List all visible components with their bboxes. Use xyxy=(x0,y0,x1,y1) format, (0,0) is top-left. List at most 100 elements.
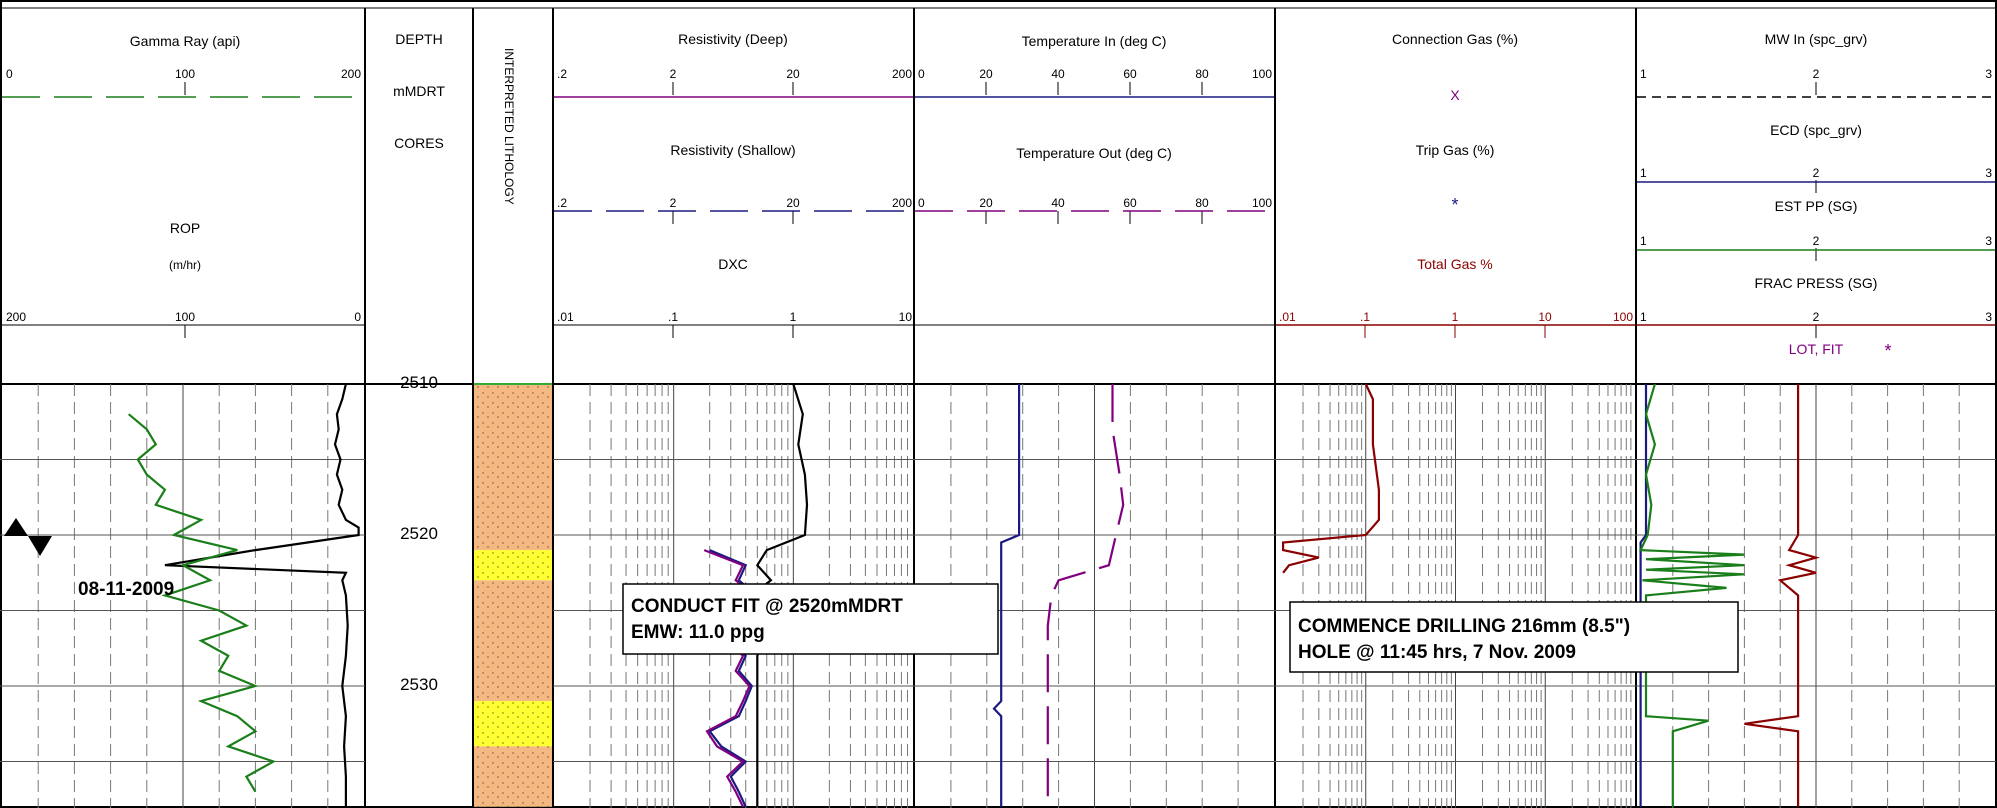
temp-in-tick-3: 60 xyxy=(1123,67,1137,81)
cores-title: CORES xyxy=(394,135,444,151)
series-rop xyxy=(164,383,360,807)
total-gas-tickmarks xyxy=(1364,325,1546,338)
ecd-tick-1: 2 xyxy=(1813,166,1820,180)
curve-layer xyxy=(127,383,1821,808)
rop-title: ROP xyxy=(170,220,200,236)
mud-header: MW In (spc_grv) 1 2 3 ECD (spc_grv) 1 2 … xyxy=(1637,31,1995,361)
total-gas-tick-2: 1 xyxy=(1452,310,1459,324)
conn-gas-title: Connection Gas (%) xyxy=(1392,31,1518,47)
resistivity-deep-title: Resistivity (Deep) xyxy=(678,31,788,47)
gamma-tick-mid: 100 xyxy=(175,67,195,81)
gas-header: Connection Gas (%) X Trip Gas (%) * Tota… xyxy=(1276,31,1635,338)
pp-tick-1: 2 xyxy=(1813,234,1820,248)
lithology-title: INTERPRETED LITHOLOGY xyxy=(502,48,516,205)
casing-shoe-markers xyxy=(4,518,52,556)
lot-title: LOT, FIT xyxy=(1789,341,1844,357)
frac-tick-2: 3 xyxy=(1985,310,1992,324)
series-gamma-ray xyxy=(127,413,277,793)
temp-in-tick-4: 80 xyxy=(1195,67,1209,81)
res-sh-tick-2: 20 xyxy=(786,196,800,210)
temp-in-tick-1: 20 xyxy=(979,67,993,81)
temp-out-tick-0: 0 xyxy=(918,196,925,210)
temp-in-tick-5: 100 xyxy=(1252,67,1272,81)
rop-unit: (m/hr) xyxy=(169,258,201,272)
depth-label-2510: 2510 xyxy=(400,373,438,392)
temp-out-tickmarks xyxy=(985,211,1203,224)
gamma-tick-max: 200 xyxy=(341,67,361,81)
depth-title: DEPTH xyxy=(395,31,442,47)
temp-in-tickmarks xyxy=(985,82,1203,95)
casing-shoe-up-icon xyxy=(4,518,28,536)
res-deep-tick-1: 2 xyxy=(670,67,677,81)
rop-tick-mid: 100 xyxy=(175,310,195,324)
depth-labels: 2510 2520 2530 xyxy=(400,373,438,694)
drill-annotation: COMMENCE DRILLING 216mm (8.5") HOLE @ 11… xyxy=(1289,601,1739,673)
series-temperature-out xyxy=(1046,384,1125,807)
gamma-title: Gamma Ray (api) xyxy=(130,33,240,49)
frac-tick-1: 2 xyxy=(1813,310,1820,324)
res-deep-tick-0: .2 xyxy=(557,67,567,81)
mw-tick-0: 1 xyxy=(1640,67,1647,81)
temp-in-tick-0: 0 xyxy=(918,67,925,81)
date-label: 08-11-2009 xyxy=(78,579,174,600)
depth-label-2520: 2520 xyxy=(400,524,438,543)
temp-out-tick-4: 80 xyxy=(1195,196,1209,210)
res-deep-tick-2: 20 xyxy=(786,67,800,81)
resistivity-shallow-title: Resistivity (Shallow) xyxy=(670,142,795,158)
total-gas-title: Total Gas % xyxy=(1417,256,1492,272)
pp-tick-2: 3 xyxy=(1985,234,1992,248)
track-dividers xyxy=(364,8,1997,808)
fit-annotation-box xyxy=(622,583,999,655)
lithology-interval-sandstone xyxy=(474,384,552,551)
fit-annotation: CONDUCT FIT @ 2520mMDRT EMW: 11.0 ppg xyxy=(622,583,999,655)
lithology-interval-sandstone xyxy=(474,580,552,702)
temperature-header: Temperature In (deg C) 0 20 40 60 80 100… xyxy=(915,33,1274,224)
total-gas-tick-0: .01 xyxy=(1279,310,1296,324)
gamma-header: Gamma Ray (api) 0 100 200 ROP (m/hr) 200… xyxy=(2,33,364,338)
drill-annotation-line2: HOLE @ 11:45 hrs, 7 Nov. 2009 xyxy=(1298,642,1576,663)
frac-tick-0: 1 xyxy=(1640,310,1647,324)
trip-gas-symbol: * xyxy=(1451,195,1458,215)
casing-shoe-down-icon xyxy=(28,536,52,556)
gamma-tick-min: 0 xyxy=(6,67,13,81)
ecd-tick-0: 1 xyxy=(1640,166,1647,180)
lithology-interval-sand xyxy=(474,550,552,581)
pp-tick-0: 1 xyxy=(1640,234,1647,248)
temp-out-tick-3: 60 xyxy=(1123,196,1137,210)
depth-unit: mMDRT xyxy=(393,83,445,99)
total-gas-tick-3: 10 xyxy=(1538,310,1552,324)
drill-annotation-line1: COMMENCE DRILLING 216mm (8.5") xyxy=(1298,616,1630,637)
series-temperature-in xyxy=(992,384,1021,807)
rop-tick-max: 0 xyxy=(354,310,361,324)
dxc-tick-2: 1 xyxy=(790,310,797,324)
trip-gas-title: Trip Gas (%) xyxy=(1416,142,1495,158)
temp-out-title: Temperature Out (deg C) xyxy=(1016,145,1172,161)
lithology-interval-sandstone xyxy=(474,746,552,807)
fit-annotation-line2: EMW: 11.0 ppg xyxy=(631,622,765,643)
ecd-tick-2: 3 xyxy=(1985,166,1992,180)
temp-in-tick-2: 40 xyxy=(1051,67,1065,81)
conn-gas-symbol: X xyxy=(1450,87,1460,103)
resistivity-header: Resistivity (Deep) .2 2 20 200 Resistivi… xyxy=(554,31,913,338)
depth-label-2530: 2530 xyxy=(400,675,438,694)
lithology-column xyxy=(474,383,552,807)
depth-header: DEPTH mMDRT CORES xyxy=(393,31,445,151)
temp-out-tick-1: 20 xyxy=(979,196,993,210)
dxc-tick-1: .1 xyxy=(668,310,678,324)
mw-tick-1: 2 xyxy=(1813,67,1820,81)
series-est-pp xyxy=(1744,384,1821,807)
res-deep-tick-3: 200 xyxy=(892,67,912,81)
rop-tick-min: 200 xyxy=(6,310,26,324)
temp-in-title: Temperature In (deg C) xyxy=(1022,33,1167,49)
drill-annotation-box xyxy=(1289,601,1739,673)
mw-tick-2: 3 xyxy=(1985,67,1992,81)
total-gas-tick-1: .1 xyxy=(1360,310,1370,324)
lot-symbol: * xyxy=(1884,341,1891,361)
res-sh-tick-1: 2 xyxy=(670,196,677,210)
ecd-title: ECD (spc_grv) xyxy=(1770,122,1862,138)
temp-out-tick-2: 40 xyxy=(1051,196,1065,210)
series-total-gas xyxy=(1281,383,1381,574)
series-ecd xyxy=(1638,383,1745,807)
dxc-tick-3: 10 xyxy=(899,310,913,324)
